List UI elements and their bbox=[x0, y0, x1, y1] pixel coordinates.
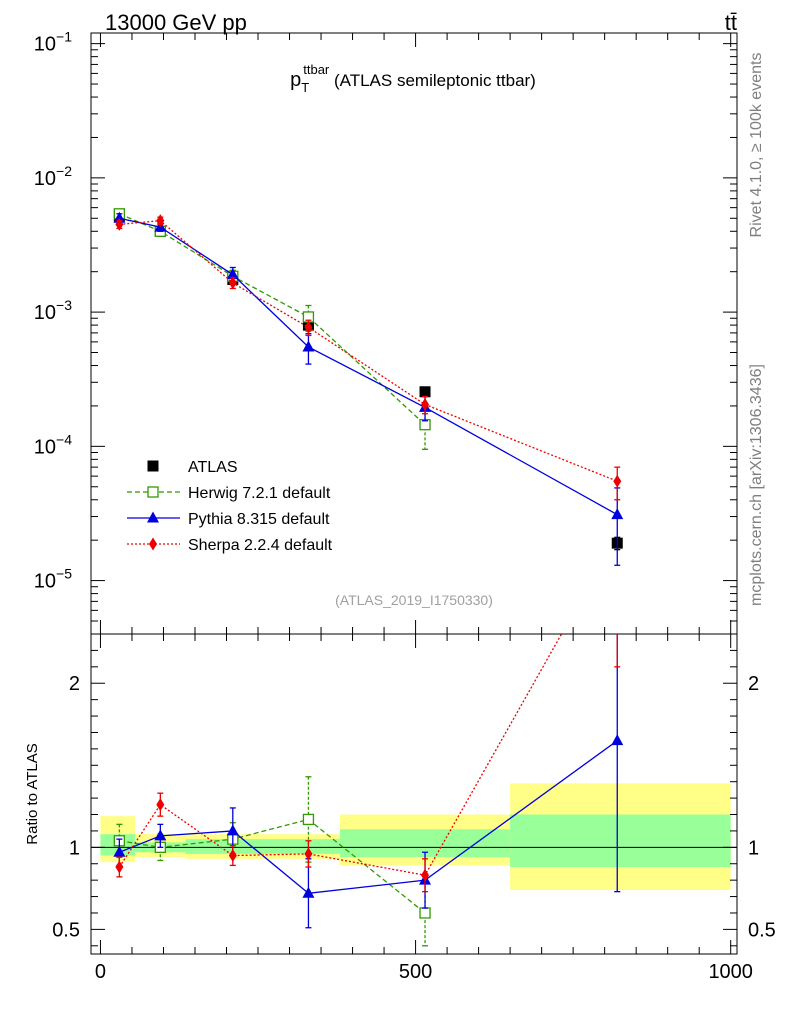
main-point-pythia bbox=[226, 268, 239, 280]
main-y-tick-exponent: −4 bbox=[56, 431, 72, 447]
main-panel-axes: 10−510−410−310−210−1 bbox=[34, 29, 738, 635]
ratio-panel-axes: 0.5 0.5 1 1 2 2 0 500 1000 bbox=[52, 633, 776, 983]
main-series-herwig bbox=[113, 208, 431, 450]
legend-item-atlas: ATLAS bbox=[147, 459, 238, 476]
main-y-tick-label: 10−3 bbox=[34, 297, 72, 324]
main-point-sherpa bbox=[228, 276, 237, 290]
ratio-y-tick-label-right: 2 bbox=[748, 673, 759, 695]
ratio-uncertainty-bands bbox=[91, 783, 737, 890]
ratio-y-tick-label-right: 0.5 bbox=[748, 919, 776, 941]
main-point-sherpa bbox=[613, 474, 622, 488]
ratio-point-pythia bbox=[113, 845, 126, 857]
ratio-line-sherpa bbox=[118, 634, 563, 876]
ratio-point-sherpa bbox=[304, 847, 313, 861]
legend-item-sherpa: Sherpa 2.2.4 default bbox=[127, 537, 333, 554]
legend-marker bbox=[147, 460, 159, 472]
plot-title-sub: T bbox=[301, 80, 309, 95]
ratio-panel-frame bbox=[90, 633, 738, 955]
mcplots-label: mcplots.cern.ch [arXiv:1306.3436] bbox=[748, 364, 765, 606]
main-point-atlas bbox=[419, 386, 431, 398]
main-y-tick-exponent: −3 bbox=[56, 297, 72, 313]
ratio-band-green bbox=[510, 814, 731, 868]
main-line-pythia bbox=[119, 217, 618, 516]
legend-label: Pythia 8.315 default bbox=[188, 511, 330, 528]
ratio-y-tick-label-right: 1 bbox=[748, 837, 759, 859]
main-point-sherpa bbox=[156, 214, 165, 228]
main-point-pythia bbox=[611, 508, 624, 520]
x-tick-label: 500 bbox=[399, 961, 432, 983]
legend-marker bbox=[149, 537, 157, 551]
ratio-point-sherpa bbox=[421, 868, 430, 882]
plot-title-rest: (ATLAS semileptonic ttbar) bbox=[329, 71, 536, 90]
plot-title-main: p bbox=[290, 69, 301, 91]
legend: ATLAS Herwig 7.2.1 default Pythia 8.315 de… bbox=[127, 459, 333, 554]
main-point-sherpa bbox=[304, 320, 313, 334]
ratio-y-axis-label: Ratio to ATLAS bbox=[24, 743, 41, 844]
energy-label: 13000 GeV pp bbox=[105, 10, 247, 35]
ratio-series-pythia bbox=[113, 634, 624, 929]
analysis-id-label: (ATLAS_2019_I1750330) bbox=[335, 592, 493, 608]
rivet-version-label: Rivet 4.1.0, ≥ 100k events bbox=[748, 53, 765, 238]
legend-label: Herwig 7.2.1 default bbox=[188, 485, 331, 502]
legend-marker bbox=[147, 486, 159, 498]
main-y-tick-label: 10−5 bbox=[34, 566, 72, 593]
main-point-sherpa bbox=[115, 217, 124, 231]
main-y-tick-base: 10 bbox=[34, 436, 56, 458]
main-point-pythia bbox=[302, 340, 315, 352]
main-y-tick-label: 10−1 bbox=[34, 29, 72, 56]
main-y-tick-exponent: −2 bbox=[56, 163, 72, 179]
main-series-sherpa bbox=[115, 214, 622, 501]
legend-label: ATLAS bbox=[188, 459, 238, 476]
main-y-tick-base: 10 bbox=[34, 34, 56, 56]
ratio-point-pythia bbox=[611, 734, 624, 746]
ratio-point-sherpa bbox=[115, 860, 124, 874]
ratio-y-tick-label-left: 2 bbox=[69, 673, 80, 695]
legend-label: Sherpa 2.2.4 default bbox=[188, 537, 333, 554]
main-point-sherpa bbox=[421, 397, 430, 411]
main-y-tick-base: 10 bbox=[34, 168, 56, 190]
main-y-tick-base: 10 bbox=[34, 571, 56, 593]
ratio-series-group bbox=[113, 634, 624, 947]
ratio-point-pythia bbox=[154, 829, 167, 841]
x-tick-label: 0 bbox=[95, 961, 106, 983]
legend-marker bbox=[147, 511, 159, 523]
main-y-tick-exponent: −1 bbox=[56, 29, 72, 45]
ratio-point-herwig bbox=[419, 907, 431, 919]
legend-item-herwig: Herwig 7.2.1 default bbox=[127, 485, 331, 502]
ratio-point-pythia bbox=[302, 886, 315, 898]
ratio-series-sherpa bbox=[115, 634, 621, 893]
main-line-herwig bbox=[119, 213, 426, 426]
ratio-point-pythia bbox=[226, 824, 239, 836]
ratio-point-herwig bbox=[302, 813, 315, 826]
ratio-y-tick-label-left: 1 bbox=[69, 837, 80, 859]
ratio-point-sherpa bbox=[228, 849, 237, 863]
ratio-point-sherpa bbox=[156, 798, 165, 812]
plot-title: pTttbar (ATLAS semileptonic ttbar) bbox=[290, 62, 536, 95]
main-y-tick-label: 10−2 bbox=[34, 163, 72, 190]
main-y-tick-exponent: −5 bbox=[56, 566, 72, 582]
main-y-tick-label: 10−4 bbox=[34, 431, 72, 458]
process-label: tt̄ bbox=[725, 10, 737, 35]
main-series-group bbox=[113, 208, 624, 566]
legend-item-pythia: Pythia 8.315 default bbox=[127, 511, 330, 528]
main-line-sherpa bbox=[119, 219, 618, 482]
main-y-tick-base: 10 bbox=[34, 302, 56, 324]
ratio-line-pythia bbox=[119, 740, 618, 894]
ratio-y-tick-label-left: 0.5 bbox=[52, 919, 80, 941]
x-tick-label: 1000 bbox=[708, 961, 753, 983]
plot-title-sup: ttbar bbox=[303, 62, 330, 77]
